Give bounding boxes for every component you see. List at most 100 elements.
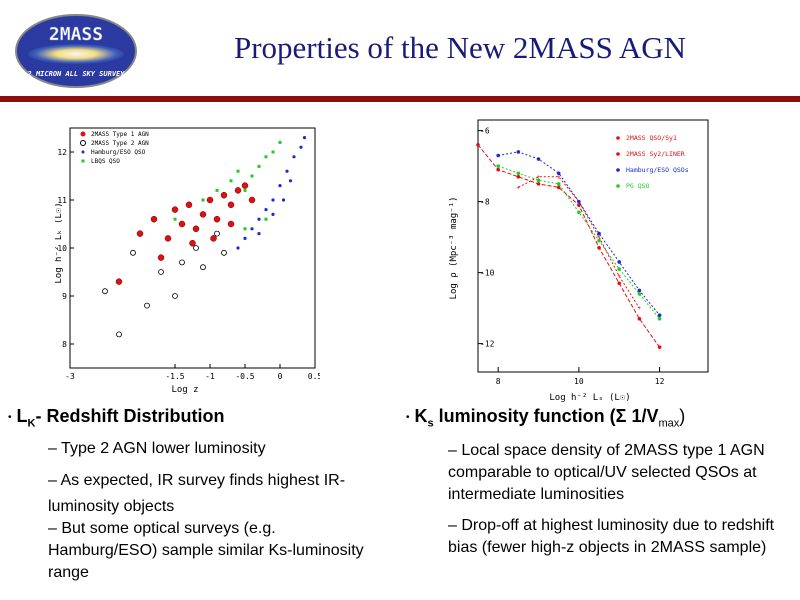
y-tick-label: 10 [57,244,67,253]
lf-point [637,292,642,296]
lf-point [516,171,521,176]
lf-point [536,182,541,186]
lf-point: + [597,234,601,241]
hamburg-eso-point [292,155,296,159]
y-tick-label: 12 [57,148,67,157]
legend-marker [81,159,85,163]
legend-label: PG QSO [626,182,650,190]
lbqs-point [271,150,275,154]
y-tick-label: -12 [480,340,495,349]
legend-label: 2MASS QSO/Sy1 [626,134,677,142]
left-item-3: – But some optical surveys (e.g. Hamburg… [48,520,364,581]
lf-point [597,238,601,243]
scatter-x-label: Log z [171,385,198,395]
x-tick-label: 10 [574,377,584,386]
type1-agn-point [227,220,235,228]
legend-label: 2MASS Type 2 AGN [91,140,149,147]
type2-agn-point [158,269,164,275]
lf-point [617,260,622,264]
hamburg-eso-point [299,145,303,149]
lf-point [637,316,642,321]
x-tick-label: -0.5 [235,372,254,381]
lf-point [556,185,561,190]
lf-point: + [617,273,621,280]
legend-label: 2MASS Sy2/LINER [626,150,685,158]
x-tick-label: -1 [205,372,215,381]
hamburg-eso-point [250,227,254,231]
lf-series-line [498,165,660,320]
legend-marker [616,168,620,172]
2mass-logo: 2MASS 2 MICRON ALL SKY SURVEY [15,14,137,88]
x-tick-label: 0.5 [308,372,320,381]
lk-redshift-scatter-plot: 2MASS Type 1 AGN 2MASS Type 2 AGN Hamburg/… [55,127,320,395]
y-tick-label: 8 [62,340,67,349]
type2-agn-point [200,264,206,271]
lf-point: + [637,305,641,312]
hamburg-eso-point [278,184,282,188]
lf-point [556,171,561,176]
legend-marker [616,136,620,140]
x-tick-label: 0 [278,372,283,381]
lf-series-line [477,144,661,348]
hamburg-eso-point [264,208,268,212]
hamburg-eso-point [243,236,247,240]
right-bullet-heading: • Ks luminosity function (Σ 1/Vmax) [406,406,686,430]
lf-point [516,174,521,179]
type1-agn-point [136,230,144,237]
lf-point [657,345,662,349]
lbqs-point [173,217,177,221]
type2-agn-point [221,249,227,256]
type1-agn-point [220,191,228,199]
type1-agn-point [157,254,165,261]
left-bullet-heading: • LK- Redshift Distribution [8,406,225,430]
type1-agn-point [150,215,158,223]
lf-point [496,167,500,172]
type1-agn-point [178,220,186,228]
scatter-y-label: Log h⁻² Lₖ (L☉) [55,202,64,283]
lf-point: + [516,184,520,191]
lf-point [657,313,662,318]
lbqs-point [236,169,240,173]
type1-agn-point [227,201,235,209]
lf-point: + [557,174,561,181]
y-tick-label: -6 [480,127,490,136]
lf-y-label: Log ρ (Mpc⁻³ mag⁻¹) [449,197,459,300]
legend-marker [616,152,620,156]
type2-agn-point [130,249,136,256]
lf-point [657,316,662,321]
lbqs-point [243,227,247,231]
type1-agn-point [189,239,196,247]
hamburg-eso-point [281,198,286,202]
lf-point: + [537,174,541,181]
lbqs-point [264,155,268,159]
lbqs-point [229,179,233,183]
type2-agn-point [144,302,150,309]
type1-agn-point [234,187,242,194]
slide-title: Properties of the New 2MASS AGN [233,30,687,65]
type1-agn-point [199,211,207,218]
lf-point [597,231,601,236]
y-tick-label: -8 [480,198,490,207]
lbqs-point [201,198,205,202]
left-item-1: – Type 2 AGN lower luminosity [48,440,266,457]
y-tick-label: 9 [62,292,67,301]
lf-series-line [498,151,660,316]
logo-ring-text: 2 MICRON ALL SKY SURVEY [27,70,126,78]
hamburg-eso-point [236,246,240,250]
type2-agn-point [116,331,122,338]
logo-top-text: 2MASS [49,24,103,45]
lbqs-point [215,188,219,192]
lbqs-point [264,217,268,221]
x-tick-label: 12 [655,377,665,386]
left-item-2: – As expected, IR survey finds highest I… [48,472,346,515]
lf-point [637,288,642,293]
type2-agn-point [214,230,220,237]
type1-agn-point [192,225,200,233]
title-divider [0,96,800,102]
legend-label: 2MASS Type 1 AGN [91,131,149,138]
lf-point [536,178,541,183]
lf-point [577,210,581,215]
lf-legend: 2MASS QSO/Sy1 2MASS Sy2/LINER Hamburg/ESO … [616,134,689,190]
x-tick-label: 8 [496,377,501,386]
